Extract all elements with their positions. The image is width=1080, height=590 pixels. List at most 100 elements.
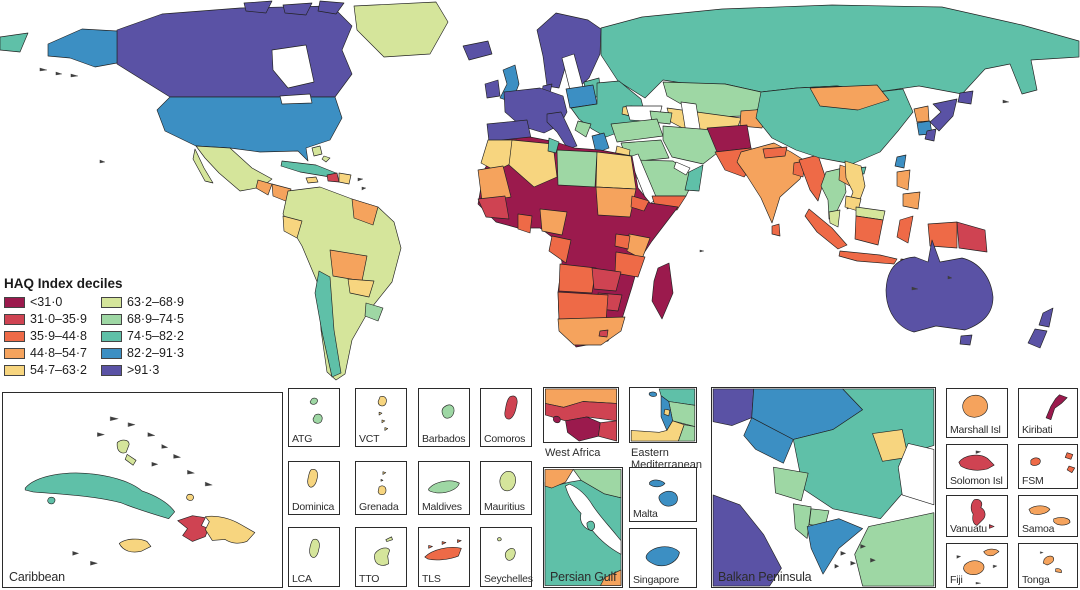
legend-items: <31·0 31·0–35·9 35·9–44·8 44·8–54·7 54·7–63·… xyxy=(4,295,184,377)
pg-orange-bottomright xyxy=(600,569,622,586)
hudson-bay xyxy=(271,44,315,89)
country-nepal xyxy=(762,146,788,159)
inset-kiribati: Kiribati xyxy=(1018,388,1078,438)
inset-fiji: Fiji xyxy=(946,543,1008,588)
em-saudi-green xyxy=(678,424,696,442)
country-oman xyxy=(684,164,704,192)
comoros-map xyxy=(504,395,518,420)
bk-italy xyxy=(712,494,782,587)
legend-item: 54·7–63·2 xyxy=(4,363,87,377)
mauritius-island xyxy=(499,471,516,492)
bk-black-sea xyxy=(897,443,935,506)
country-algeria xyxy=(508,139,558,188)
inset-label-caribbean: Caribbean xyxy=(9,570,65,584)
inset-atg: ATG xyxy=(288,388,340,447)
cuba xyxy=(24,472,175,520)
wa-crimson-band xyxy=(545,401,617,422)
tonga-island-2 xyxy=(1055,568,1062,573)
inset-mauritius: Mauritius xyxy=(480,461,532,515)
inset-tonga: Tonga xyxy=(1018,543,1078,588)
country-senegal-guinea xyxy=(477,195,510,220)
mauritius-map xyxy=(499,471,516,492)
seychelles-map xyxy=(497,537,516,561)
dominican-republic xyxy=(205,515,256,544)
country-jamaica xyxy=(305,176,319,184)
inset-label-dominica: Dominica xyxy=(292,501,335,513)
tonga-island-1 xyxy=(1042,555,1055,566)
legend-swatch xyxy=(4,313,25,325)
inset-singapore: Singapore xyxy=(629,528,697,588)
fiji-main-island xyxy=(963,560,985,575)
pg-iran-green xyxy=(572,469,622,499)
lca-map xyxy=(309,538,320,558)
inset-samoa: Samoa xyxy=(1018,495,1078,537)
legend-label: >91·3 xyxy=(127,363,160,377)
samoa-island-1 xyxy=(1028,505,1051,515)
inset-persian-gulf: Persian Gulf xyxy=(543,467,623,588)
inset-tto: TTO xyxy=(355,527,407,587)
comoros-island xyxy=(504,395,518,420)
inset-west-africa xyxy=(543,387,619,443)
legend-swatch xyxy=(101,313,122,325)
legend-swatch xyxy=(101,364,122,376)
vanuatu-islet xyxy=(989,524,995,529)
fsm-island-3 xyxy=(1066,465,1076,474)
inset-label-tto: TTO xyxy=(359,573,380,585)
tls-island xyxy=(424,547,462,561)
inset-malta: Malta xyxy=(629,467,697,522)
marshall-map xyxy=(962,394,988,418)
country-russia-wrap xyxy=(0,32,29,53)
jamaica xyxy=(118,538,152,553)
barbados-map xyxy=(441,404,455,419)
country-bahamas xyxy=(311,145,331,163)
country-zambia xyxy=(591,267,622,292)
legend-item: 44·8–54·7 xyxy=(4,346,87,360)
country-australia xyxy=(885,239,994,346)
legend-label: 68·9–74·5 xyxy=(127,312,184,326)
world-map xyxy=(0,0,1080,381)
country-canada xyxy=(116,5,353,98)
bk-aegean-islands xyxy=(834,544,876,569)
country-uruguay xyxy=(364,302,384,322)
solomon-map xyxy=(958,450,995,471)
inset-label-balkan: Balkan Peninsula xyxy=(718,570,812,584)
persian-gulf-sea xyxy=(673,161,691,176)
country-usa xyxy=(156,96,343,162)
country-uganda xyxy=(614,233,631,250)
em-palestine-dot xyxy=(663,408,671,417)
country-tunisia xyxy=(547,137,560,154)
samoa-island-2 xyxy=(1053,517,1071,526)
country-canada-arctic-islands xyxy=(243,0,345,16)
inset-fsm: FSM xyxy=(1018,444,1078,489)
country-new-zealand xyxy=(1027,307,1054,349)
legend-label: 63·2–68·9 xyxy=(127,295,184,309)
country-south-africa xyxy=(557,316,626,346)
legend-item: 74·5–82·2 xyxy=(101,329,184,343)
inset-barbados: Barbados xyxy=(418,388,470,447)
malta-gozo xyxy=(649,479,666,488)
country-mongolia xyxy=(809,84,890,111)
bahamas xyxy=(116,439,137,466)
legend-swatch xyxy=(101,330,122,342)
legend-label: 35·9–44·8 xyxy=(30,329,87,343)
fsm-island-1 xyxy=(1030,457,1041,466)
inset-label-mauritius: Mauritius xyxy=(484,501,525,513)
vct-map xyxy=(377,396,389,431)
legend-label: 44·8–54·7 xyxy=(30,346,87,360)
country-taiwan xyxy=(894,154,907,169)
samoa-map xyxy=(1028,505,1071,526)
legend-item: <31·0 xyxy=(4,295,87,309)
country-philippines xyxy=(896,169,921,210)
marshall-island xyxy=(962,394,988,418)
pg-qatar xyxy=(586,520,596,531)
country-guatemala xyxy=(255,179,273,196)
tto-map xyxy=(374,536,393,566)
legend: HAQ Index deciles <31·0 31·0–35·9 35·9–44·… xyxy=(4,276,184,377)
em-egypt-yellow xyxy=(630,420,685,442)
solomon-island xyxy=(958,454,995,471)
grenada-map xyxy=(377,471,387,496)
country-north-korea xyxy=(913,105,930,123)
country-ghana xyxy=(517,213,533,234)
country-madagascar xyxy=(651,262,674,320)
em-cyprus xyxy=(648,391,657,397)
